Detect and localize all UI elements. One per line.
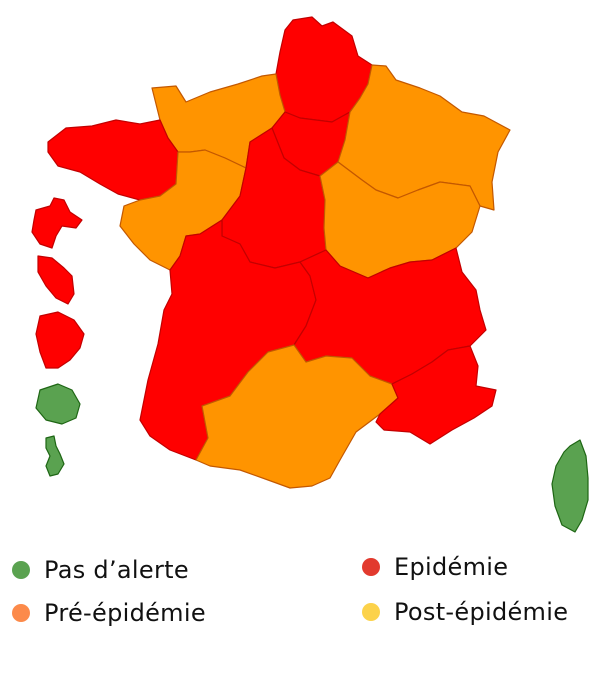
region-paca (375, 345, 497, 445)
legend-label-pas-alerte: Pas d’alerte (44, 556, 189, 584)
legend-item-pre-epidemie: Pré-épidémie (12, 599, 206, 627)
legend-item-post-epidemie: Post-épidémie (362, 598, 568, 626)
region-corse (551, 439, 589, 533)
region-martinique (37, 255, 75, 305)
legend-item-epidemie: Epidémie (362, 553, 508, 581)
region-guadeloupe (31, 197, 83, 249)
legend-label-pre-epidemie: Pré-épidémie (44, 599, 206, 627)
region-mayotte (45, 435, 65, 477)
legend-dot-orange (12, 604, 30, 622)
france-regions-map (31, 16, 589, 533)
legend-dot-green (12, 561, 30, 579)
region-bretagne (47, 119, 179, 201)
legend-dot-yellow (362, 603, 380, 621)
region-la-reunion (35, 383, 81, 425)
region-guyane (35, 311, 85, 369)
legend-dot-red (362, 558, 380, 576)
legend-item-pas-alerte: Pas d’alerte (12, 556, 189, 584)
legend-label-epidemie: Epidémie (394, 553, 509, 581)
legend-label-post-epidemie: Post-épidémie (394, 598, 569, 626)
